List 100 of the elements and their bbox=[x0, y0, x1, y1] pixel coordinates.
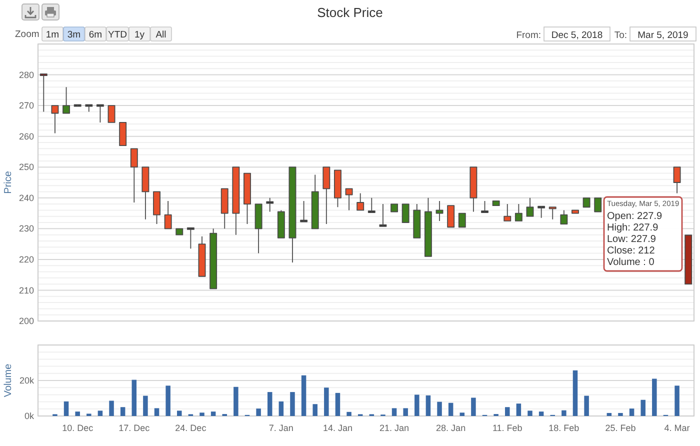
bar bbox=[584, 396, 589, 416]
candlestick bbox=[413, 204, 421, 238]
candlestick bbox=[447, 205, 455, 228]
text: 1y bbox=[134, 30, 145, 40]
bar bbox=[234, 386, 238, 416]
candlestick bbox=[560, 210, 568, 224]
bar bbox=[143, 396, 148, 416]
text: From: bbox=[516, 30, 541, 41]
candlestick bbox=[582, 197, 590, 208]
text: All bbox=[156, 30, 166, 40]
bar bbox=[414, 394, 420, 416]
candlestick bbox=[356, 192, 364, 211]
x-tick-label: 14. Jan bbox=[322, 423, 352, 433]
chart-title: Stock Price bbox=[317, 5, 383, 20]
candlestick bbox=[232, 166, 240, 236]
candlestick bbox=[402, 204, 410, 223]
candlestick bbox=[673, 166, 681, 194]
bar bbox=[324, 388, 329, 416]
x-tick-label: 7. Jan bbox=[268, 423, 294, 433]
bar bbox=[98, 410, 103, 416]
text: Zoom bbox=[15, 29, 40, 40]
candlestick bbox=[51, 105, 59, 134]
bar bbox=[312, 404, 318, 416]
x-tick-label: 10. Dec bbox=[62, 423, 94, 433]
bar bbox=[278, 401, 284, 416]
candlestick bbox=[176, 228, 184, 236]
y-tick-label: 0k bbox=[24, 411, 34, 422]
bar bbox=[674, 386, 680, 416]
bar bbox=[528, 410, 532, 416]
candlestick bbox=[288, 166, 296, 263]
candlestick bbox=[142, 166, 150, 220]
candlestick bbox=[572, 210, 579, 214]
candlestick bbox=[436, 200, 444, 222]
bar bbox=[166, 386, 170, 416]
bar bbox=[346, 412, 352, 416]
bar bbox=[403, 408, 408, 416]
candlestick bbox=[368, 197, 376, 213]
candlestick bbox=[594, 197, 602, 212]
bar bbox=[392, 408, 397, 416]
bar bbox=[460, 412, 465, 416]
x-tick-label: 21. Jan bbox=[380, 423, 410, 433]
x-tick-label: 25. Feb bbox=[605, 423, 636, 433]
candlestick bbox=[379, 204, 387, 227]
bar bbox=[256, 408, 261, 416]
y-axis-title: Price bbox=[3, 170, 14, 194]
candlestick bbox=[254, 204, 262, 254]
y-tick-label: 270 bbox=[18, 100, 34, 111]
candlestick bbox=[458, 212, 466, 228]
y-tick-label: 20k bbox=[19, 376, 34, 386]
text: 6m bbox=[88, 30, 102, 40]
bar bbox=[572, 370, 578, 416]
x-tick-label: 11. Feb bbox=[492, 423, 522, 433]
candlestick bbox=[684, 234, 692, 285]
bar bbox=[606, 412, 612, 416]
candlestick bbox=[186, 227, 194, 250]
text: To: bbox=[614, 30, 627, 41]
candlestick bbox=[130, 148, 138, 203]
y-tick-label: 220 bbox=[18, 254, 34, 265]
bar bbox=[290, 392, 295, 416]
bar bbox=[629, 408, 634, 416]
bar bbox=[177, 410, 182, 416]
bar bbox=[109, 400, 114, 416]
candlestick bbox=[492, 200, 500, 206]
candlestick bbox=[334, 170, 342, 208]
bar bbox=[154, 408, 160, 416]
candlestick bbox=[424, 197, 432, 257]
y-tick-label: 210 bbox=[18, 285, 34, 296]
candlestick bbox=[108, 105, 116, 123]
bar bbox=[64, 401, 69, 416]
candlestick bbox=[390, 204, 398, 212]
candlestick bbox=[74, 104, 82, 107]
bar bbox=[471, 398, 476, 416]
text: Dec 5, 2018 bbox=[551, 30, 603, 41]
candlestick bbox=[244, 172, 251, 224]
candlestick bbox=[470, 166, 478, 212]
bar bbox=[200, 412, 204, 416]
candlestick bbox=[526, 197, 534, 217]
y-tick-label: 200 bbox=[18, 316, 34, 326]
candlestick bbox=[96, 104, 104, 123]
text: Mar 5, 2019 bbox=[638, 30, 688, 41]
candlestick bbox=[85, 104, 93, 112]
bar bbox=[267, 392, 272, 416]
candlestick bbox=[40, 74, 48, 112]
candlestick bbox=[277, 210, 285, 238]
y-axis-title: Volume bbox=[3, 363, 14, 398]
text: YTD bbox=[108, 30, 128, 40]
candlestick bbox=[514, 204, 522, 222]
bar bbox=[516, 404, 522, 416]
bar bbox=[120, 407, 126, 416]
x-tick-label: 4. Mar bbox=[664, 423, 690, 433]
x-tick-label: 17. Dec bbox=[118, 423, 150, 433]
bar bbox=[75, 412, 80, 416]
bar bbox=[426, 395, 431, 416]
candlestick bbox=[266, 197, 274, 212]
candlestick bbox=[153, 191, 160, 224]
bar bbox=[538, 412, 544, 416]
candlestick bbox=[322, 166, 330, 224]
x-tick-label: 28. Jan bbox=[436, 423, 466, 433]
candlestick bbox=[119, 122, 127, 146]
bar bbox=[562, 410, 566, 416]
